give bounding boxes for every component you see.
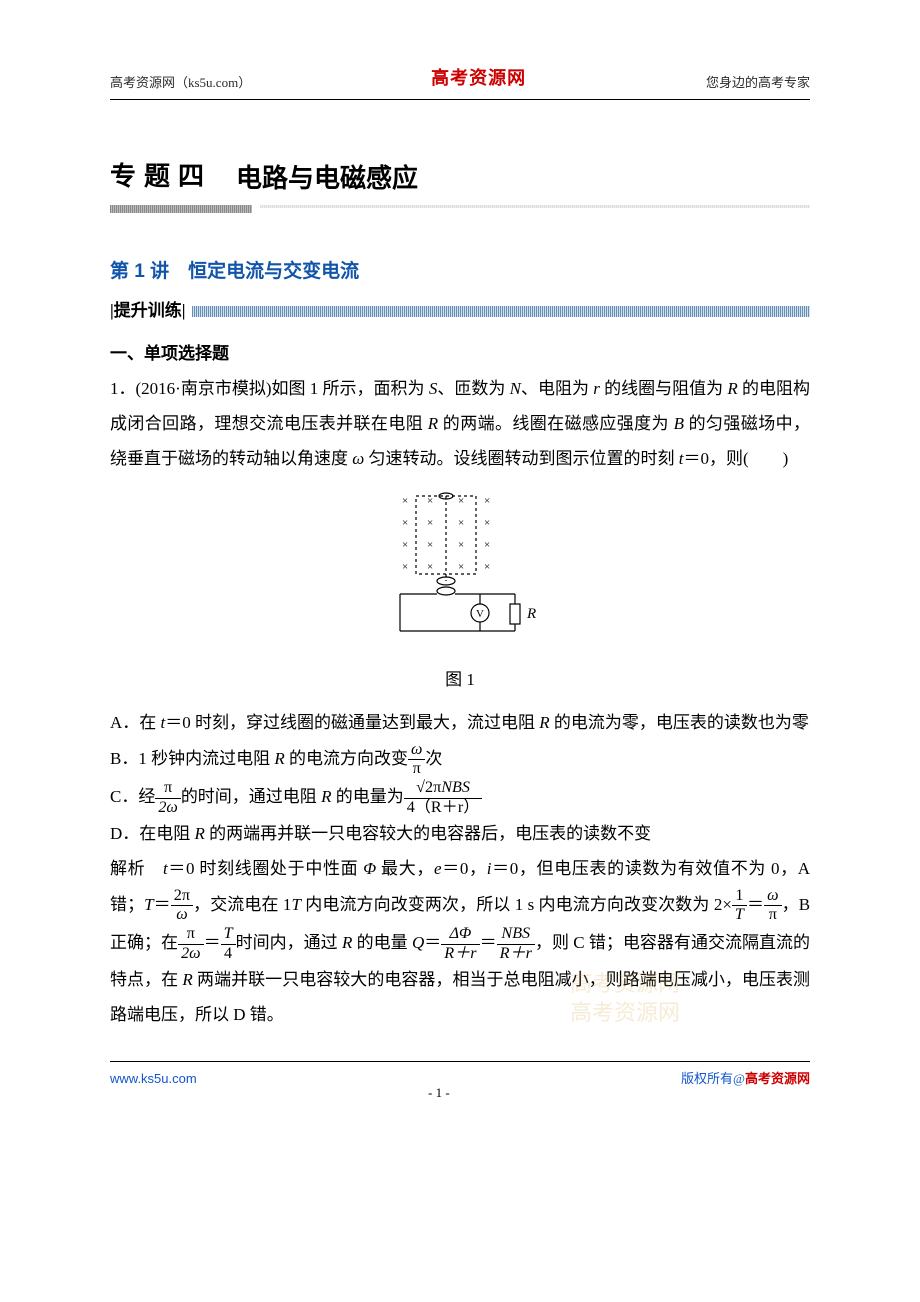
- svg-text:×: ×: [484, 561, 490, 573]
- svg-text:×: ×: [458, 495, 464, 507]
- question-stem: 1．(2016·南京市模拟)如图 1 所示，面积为 S、匝数为 N、电阻为 r …: [110, 372, 810, 477]
- footer-right: 版权所有@高考资源网: [681, 1066, 810, 1093]
- svg-text:×: ×: [402, 517, 408, 529]
- voltmeter-label: V: [476, 608, 484, 620]
- decor-stripe: [192, 306, 811, 317]
- header-right: 您身边的高考专家: [706, 70, 810, 97]
- tishen-label: 提升训练: [114, 294, 182, 329]
- header-center: 高考资源网: [431, 60, 526, 97]
- section-title: 第 1 讲 恒定电流与交变电流: [110, 253, 810, 292]
- svg-text:×: ×: [402, 561, 408, 573]
- page-header: 高考资源网（ks5u.com） 高考资源网 您身边的高考专家: [110, 60, 810, 100]
- page-footer: www.ks5u.com - 1 - 版权所有@高考资源网: [110, 1061, 810, 1107]
- svg-text:×: ×: [402, 495, 408, 507]
- option-a: A．在 t＝0 时刻，穿过线圈的磁通量达到最大，流过电阻 R 的电流为零，电压表…: [110, 706, 810, 741]
- svg-text:×: ×: [484, 539, 490, 551]
- resistor-label: R: [526, 606, 536, 622]
- circuit-svg: × × × × × × × × × × × × × × × × V R: [370, 486, 550, 646]
- figure-caption: 图 1: [110, 663, 810, 698]
- topic-title: 电路与电磁感应: [236, 152, 418, 205]
- answer-block: 解析 t＝0 时刻线圈处于中性面 Φ 最大，e＝0，i＝0，但电压表的读数为有效…: [110, 852, 810, 1033]
- svg-text:×: ×: [402, 539, 408, 551]
- answer-lead: 解析: [110, 859, 145, 878]
- decor-stripe: [110, 205, 252, 213]
- svg-text:×: ×: [458, 539, 464, 551]
- subsection-row: | 提升训练 |: [110, 294, 810, 329]
- svg-text:×: ×: [458, 561, 464, 573]
- decor-stripe: [260, 205, 810, 208]
- option-c: C．经π2ω的时间，通过电阻 R 的电量为√2πNBS4（R＋r）: [110, 779, 810, 817]
- circuit-figure: × × × × × × × × × × × × × × × × V R: [110, 486, 810, 659]
- subsection-title: 一、单项选择题: [110, 337, 810, 372]
- svg-text:×: ×: [458, 517, 464, 529]
- option-b: B．1 秒钟内流过电阻 R 的电流方向改变ωπ次: [110, 741, 810, 779]
- topic-label: 专题四: [110, 150, 218, 207]
- option-d: D．在电阻 R 的两端再并联一只电容较大的电容器后，电压表的读数不变: [110, 817, 810, 852]
- topic-heading: 专题四 电路与电磁感应: [110, 150, 810, 213]
- header-left: 高考资源网（ks5u.com）: [110, 70, 251, 97]
- svg-text:×: ×: [427, 561, 433, 573]
- svg-text:×: ×: [427, 539, 433, 551]
- svg-text:×: ×: [427, 495, 433, 507]
- page-number: - 1 -: [197, 1080, 681, 1107]
- svg-text:×: ×: [484, 517, 490, 529]
- footer-left: www.ks5u.com: [110, 1066, 197, 1093]
- svg-text:×: ×: [484, 495, 490, 507]
- svg-text:×: ×: [427, 517, 433, 529]
